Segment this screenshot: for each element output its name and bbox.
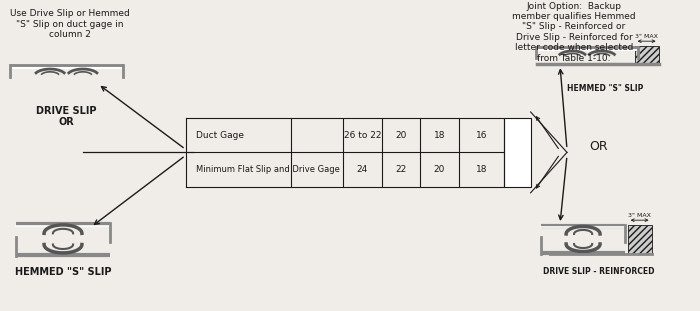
Text: Joint Option:  Backup
member qualifies Hemmed
"S" Slip - Reinforced or
Drive Sli: Joint Option: Backup member qualifies He… — [512, 2, 636, 63]
Bar — [635, 46, 659, 64]
Text: 20: 20 — [395, 131, 407, 140]
Text: OR: OR — [589, 140, 608, 153]
Bar — [628, 225, 652, 254]
Text: HEMMED "S" SLIP: HEMMED "S" SLIP — [15, 267, 111, 277]
Text: DRIVE SLIP - REINFORCED: DRIVE SLIP - REINFORCED — [542, 267, 654, 276]
Bar — [504, 118, 531, 187]
Text: 3" MAX: 3" MAX — [628, 213, 651, 218]
Text: Minimum Flat Slip and Drive Gage: Minimum Flat Slip and Drive Gage — [196, 165, 340, 174]
Text: 22: 22 — [395, 165, 407, 174]
Text: 20: 20 — [433, 165, 445, 174]
Text: 3" MAX: 3" MAX — [635, 34, 658, 39]
Text: 26 to 22: 26 to 22 — [344, 131, 381, 140]
Text: DRIVE SLIP
OR: DRIVE SLIP OR — [36, 106, 97, 127]
Text: 24: 24 — [356, 165, 368, 174]
Text: 18: 18 — [475, 165, 487, 174]
Text: 16: 16 — [475, 131, 487, 140]
Text: Duct Gage: Duct Gage — [196, 131, 244, 140]
Text: HEMMED "S" SLIP: HEMMED "S" SLIP — [567, 84, 644, 93]
Text: Use Drive Slip or Hemmed
"S" Slip on duct gage in
column 2: Use Drive Slip or Hemmed "S" Slip on duc… — [10, 9, 130, 39]
Text: 18: 18 — [433, 131, 445, 140]
